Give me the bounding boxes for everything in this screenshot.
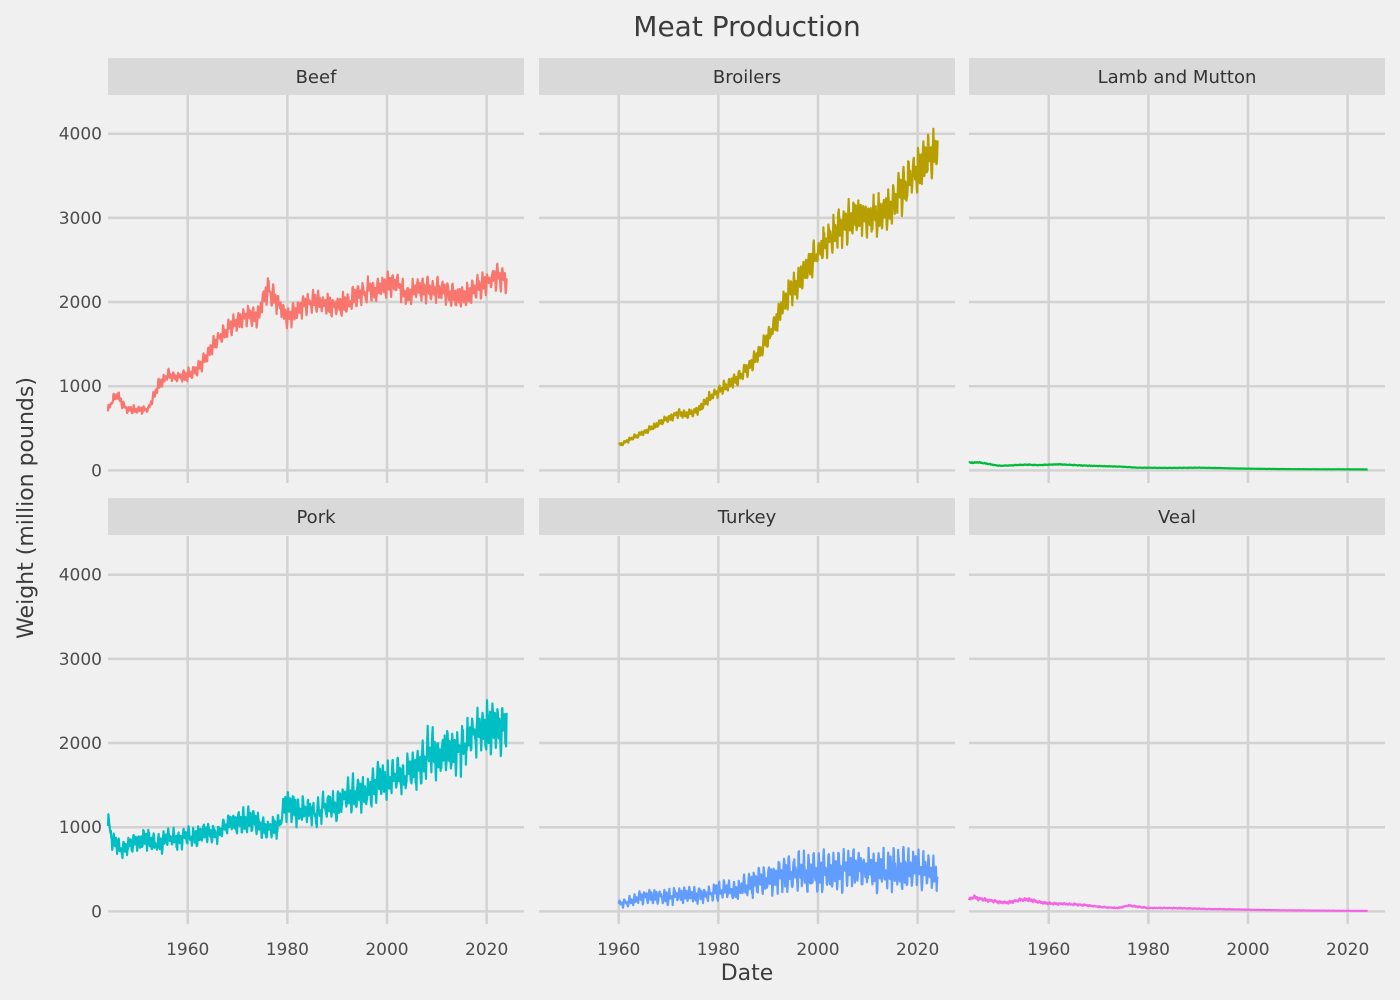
x-tick-label: 2020 (1326, 940, 1369, 960)
x-tick-label: 2000 (796, 940, 839, 960)
y-tick-label: 1000 (59, 377, 102, 397)
y-tick-label: 3000 (59, 209, 102, 229)
x-tick-label: 2000 (365, 940, 408, 960)
series-line (968, 460, 1369, 471)
x-tick-label: 1960 (597, 940, 640, 960)
y-tick-label: 2000 (59, 293, 102, 313)
facet-strip (969, 58, 1385, 95)
y-tick-label: 0 (91, 902, 102, 922)
x-tick-label: 1960 (1027, 940, 1070, 960)
y-tick-label: 4000 (59, 125, 102, 145)
facet-panel: Pork 0 1000 2000 3000 4000 1960 1980 2000 2020 (59, 498, 524, 960)
facet-panel: Beef 0 1000 2000 3000 4000 (59, 58, 524, 483)
series-line (967, 894, 1369, 912)
series-line (618, 127, 939, 447)
x-tick-label: 1960 (166, 940, 209, 960)
x-tick-label: 2020 (465, 940, 508, 960)
x-tick-label: 1980 (1127, 940, 1170, 960)
facet-panels: Beef 0 1000 2000 3000 4000 Broilers Lamb and Mu… (59, 58, 1385, 960)
x-axis-title: Date (721, 961, 774, 986)
facet-strip (969, 498, 1385, 535)
y-tick-label: 0 (91, 461, 102, 481)
facet-strip (539, 58, 955, 95)
x-tick-label: 2020 (896, 940, 939, 960)
y-axis-title: Weight (million pounds) (14, 377, 39, 639)
x-tick-label: 2000 (1226, 940, 1269, 960)
series-line (617, 845, 939, 909)
x-tick-label: 1980 (266, 940, 309, 960)
facet-panel: Broilers (539, 58, 955, 483)
facet-label: Lamb and Mutton (1098, 67, 1257, 88)
y-tick-label: 3000 (59, 650, 102, 670)
facet-panel: Veal 1960 1980 2000 2020 (967, 498, 1385, 960)
y-tick-label: 4000 (59, 566, 102, 586)
facet-label: Pork (296, 507, 336, 528)
facet-label: Veal (1158, 507, 1196, 528)
facet-label: Beef (296, 67, 337, 88)
facet-strip (539, 498, 955, 535)
facet-label: Turkey (717, 507, 777, 528)
series-line (106, 262, 508, 415)
x-tick-label: 1980 (697, 940, 740, 960)
facet-panel: Lamb and Mutton (968, 58, 1385, 483)
y-tick-label: 1000 (59, 818, 102, 838)
facet-label: Broilers (713, 67, 781, 88)
chart-title: Meat Production (633, 10, 860, 43)
y-tick-label: 2000 (59, 734, 102, 754)
facet-panel: Turkey 1960 1980 2000 2020 (539, 498, 955, 960)
series-line (106, 699, 508, 860)
facet-strip (108, 498, 524, 535)
facet-strip (108, 58, 524, 95)
